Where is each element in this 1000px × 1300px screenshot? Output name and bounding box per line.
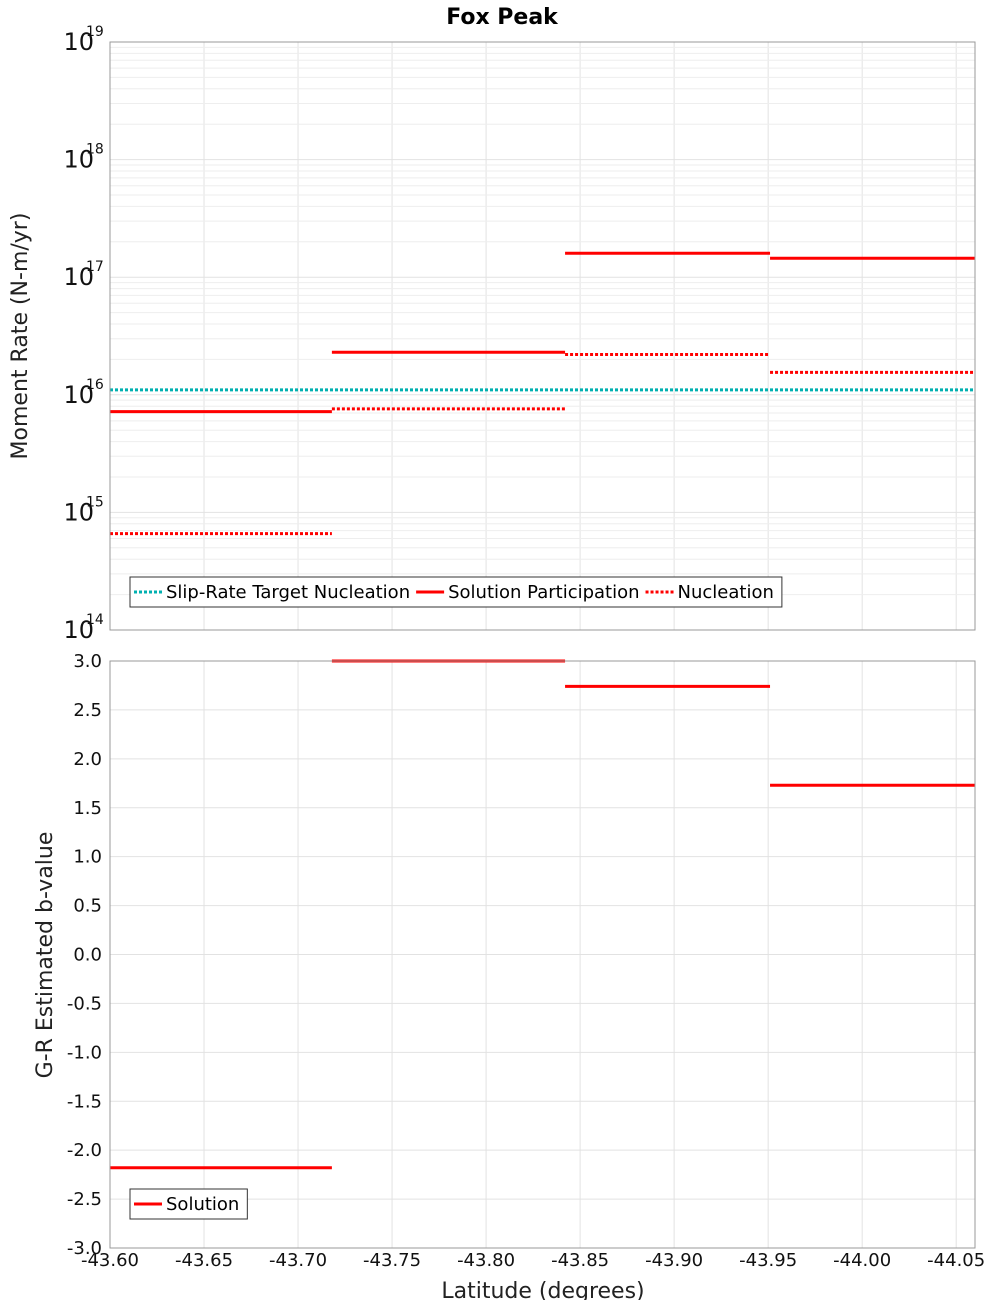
top-plot-grid: [109, 42, 975, 631]
bottom-y-tick-label: 1.0: [73, 847, 102, 868]
bottom-x-ticks: -43.60 -43.65 -43.70 -43.75 -43.80 -43.85 -43.…: [81, 1250, 985, 1271]
bottom-y-tick-label: -1.5: [67, 1091, 102, 1112]
legend-entry-label: Solution Participation: [448, 582, 639, 603]
top-y-tick-base: 10: [63, 616, 94, 644]
top-y-axis-label: Moment Rate (N-m/yr): [8, 213, 33, 460]
top-y-tick-base: 10: [63, 28, 94, 56]
bottom-y-tick-label: 1.5: [73, 798, 102, 819]
bottom-plot-grid: [109, 660, 975, 1249]
bottom-plot-series: [110, 659, 975, 1170]
top-plot-frame: [109, 41, 976, 631]
x-tick-label: -43.75: [363, 1250, 421, 1271]
top-y-tick-exponent: 19: [86, 24, 104, 40]
legend-entry-label: Nucleation: [678, 582, 774, 603]
bottom-y-tick-label: -2.5: [67, 1189, 102, 1210]
top-y-tick-exponent: 18: [86, 142, 104, 158]
bottom-plot-frame: [109, 660, 976, 1249]
x-tick-label: -43.65: [175, 1250, 233, 1271]
top-y-tick-exponent: 16: [86, 377, 104, 393]
legend-entry-label: Solution: [166, 1194, 239, 1215]
bottom-y-tick-label: -2.0: [67, 1140, 102, 1161]
bottom-y-tick-label: -3.0: [67, 1238, 102, 1259]
x-tick-label: -43.90: [645, 1250, 703, 1271]
top-y-tick-exponent: 15: [86, 494, 104, 510]
x-tick-label: -43.80: [457, 1250, 515, 1271]
bottom-y-tick-label: 3.0: [73, 651, 102, 672]
top-y-tick-exponent: 17: [86, 259, 104, 275]
x-tick-label: -43.85: [551, 1250, 609, 1271]
top-legend: Slip-Rate Target Nucleation Solution Part…: [129, 576, 783, 608]
bottom-y-ticks: -3.0 -2.5 -2.0 -1.5 -1.0 -0.5 0.0 0.5 1.0 1.5 2.0 2…: [67, 651, 102, 1259]
bottom-y-tick-label: 2.5: [73, 700, 102, 721]
bottom-y-tick-label: 2.0: [73, 749, 102, 770]
x-tick-label: -43.95: [739, 1250, 797, 1271]
bottom-y-tick-label: -1.0: [67, 1042, 102, 1063]
x-tick-label: -43.70: [269, 1250, 327, 1271]
top-y-tick-base: 10: [63, 263, 94, 291]
legend-entry-label: Slip-Rate Target Nucleation: [166, 582, 410, 603]
x-tick-label: -43.60: [81, 1250, 139, 1271]
top-y-tick-exponent: 14: [86, 612, 104, 628]
top-y-tick-base: 10: [63, 381, 94, 409]
x-axis-label: Latitude (degrees): [441, 1279, 644, 1300]
top-y-tick-base: 10: [63, 498, 94, 526]
x-tick-label: -44.05: [927, 1250, 985, 1271]
chart-title: Fox Peak: [446, 5, 559, 30]
bottom-y-axis-label: G-R Estimated b-value: [33, 832, 58, 1079]
top-plot-series: [110, 251, 975, 536]
bottom-legend: Solution: [129, 1188, 248, 1220]
x-tick-label: -44.00: [833, 1250, 891, 1271]
top-y-tick-base: 10: [63, 146, 94, 174]
bottom-y-tick-label: -0.5: [67, 993, 102, 1014]
bottom-y-tick-label: 0.0: [73, 945, 102, 966]
bottom-y-tick-label: 0.5: [73, 896, 102, 917]
